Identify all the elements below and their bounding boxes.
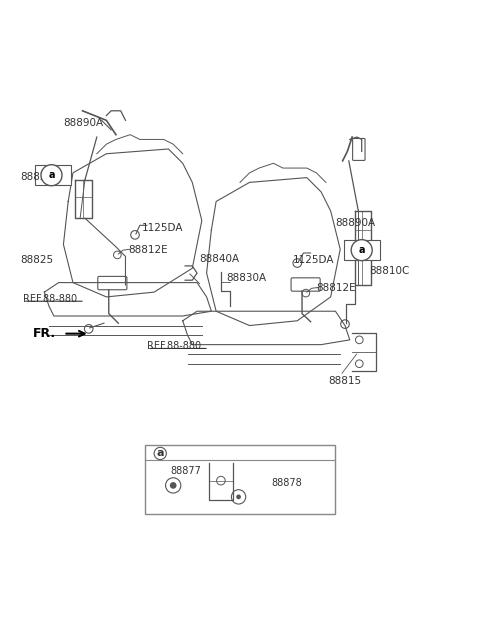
Text: 88812E: 88812E [316,283,356,293]
Text: 88878: 88878 [271,478,302,488]
Text: 88890A: 88890A [336,218,375,228]
Text: 88812E: 88812E [128,245,168,255]
Text: 1125DA: 1125DA [142,222,184,233]
Text: 88810C: 88810C [369,265,409,276]
Text: 88877: 88877 [171,466,202,476]
Text: a: a [156,449,164,458]
FancyBboxPatch shape [35,165,71,185]
Text: a: a [48,170,55,180]
Text: a: a [359,245,365,255]
FancyBboxPatch shape [291,278,320,291]
Text: 88830A: 88830A [227,273,267,283]
Circle shape [41,165,62,186]
FancyBboxPatch shape [344,240,380,260]
Text: REF.88-880: REF.88-880 [23,294,77,304]
Text: 88820C: 88820C [21,172,61,181]
Text: REF.88-880: REF.88-880 [147,341,201,351]
FancyBboxPatch shape [144,445,336,514]
Text: 88890A: 88890A [63,118,104,128]
Text: 88825: 88825 [21,255,54,265]
Circle shape [236,494,241,499]
Circle shape [170,482,177,489]
Text: FR.: FR. [33,327,56,340]
Circle shape [351,240,372,260]
FancyBboxPatch shape [98,276,127,289]
Text: 88815: 88815 [328,377,361,386]
FancyBboxPatch shape [353,138,365,161]
Text: 88840A: 88840A [199,253,240,264]
Text: 1125DA: 1125DA [292,255,334,265]
